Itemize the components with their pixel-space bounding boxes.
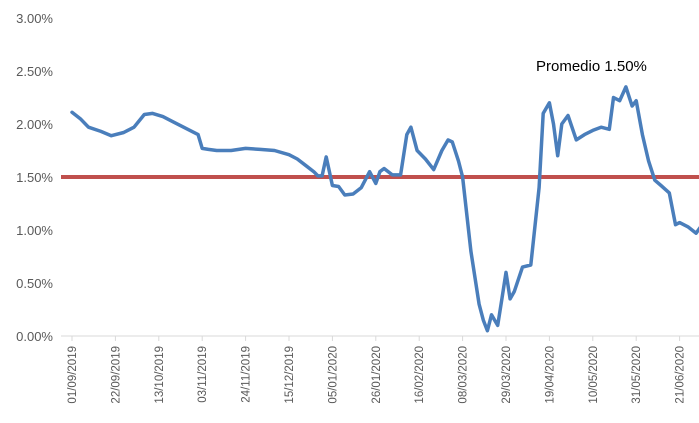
x-tick-label: 10/05/2020 bbox=[588, 346, 600, 404]
y-tick-label: 2.00% bbox=[16, 117, 53, 132]
x-tick-label: 31/05/2020 bbox=[631, 346, 643, 404]
x-tick-label: 13/10/2019 bbox=[154, 346, 166, 404]
y-tick-label: 3.00% bbox=[16, 11, 53, 26]
y-tick-label: 1.00% bbox=[16, 223, 53, 238]
x-tick-label: 08/03/2020 bbox=[458, 346, 470, 404]
y-tick-label: 0.00% bbox=[16, 329, 53, 344]
x-tick-label: 21/06/2020 bbox=[675, 346, 687, 404]
x-tick-label: 26/01/2020 bbox=[371, 346, 383, 404]
series-line bbox=[70, 85, 699, 333]
x-tick-label: 15/12/2019 bbox=[284, 346, 296, 404]
average-annotation: Promedio 1.50% bbox=[536, 58, 647, 75]
x-tick-label: 19/04/2020 bbox=[544, 346, 556, 404]
x-tick-label: 01/09/2019 bbox=[67, 346, 79, 404]
y-tick-label: 1.50% bbox=[16, 170, 53, 185]
x-axis-tick-labels: 01/09/2019 22/09/2019 13/10/2019 03/11/2019… bbox=[67, 346, 687, 404]
x-tick-label: 03/11/2019 bbox=[197, 346, 209, 403]
x-tick-label: 05/01/2020 bbox=[327, 346, 339, 404]
x-tick-label: 22/09/2019 bbox=[110, 346, 122, 404]
x-tick-label: 29/03/2020 bbox=[501, 346, 513, 404]
x-axis-tick-marks bbox=[71, 336, 681, 341]
x-tick-label: 24/11/2019 bbox=[241, 346, 253, 403]
y-axis-tick-labels: 0.00% 0.50% 1.00% 1.50% 2.00% 2.50% 3.00% bbox=[16, 11, 53, 344]
x-tick-label: 16/02/2020 bbox=[414, 346, 426, 404]
y-tick-label: 0.50% bbox=[16, 276, 53, 291]
y-tick-label: 2.50% bbox=[16, 64, 53, 79]
